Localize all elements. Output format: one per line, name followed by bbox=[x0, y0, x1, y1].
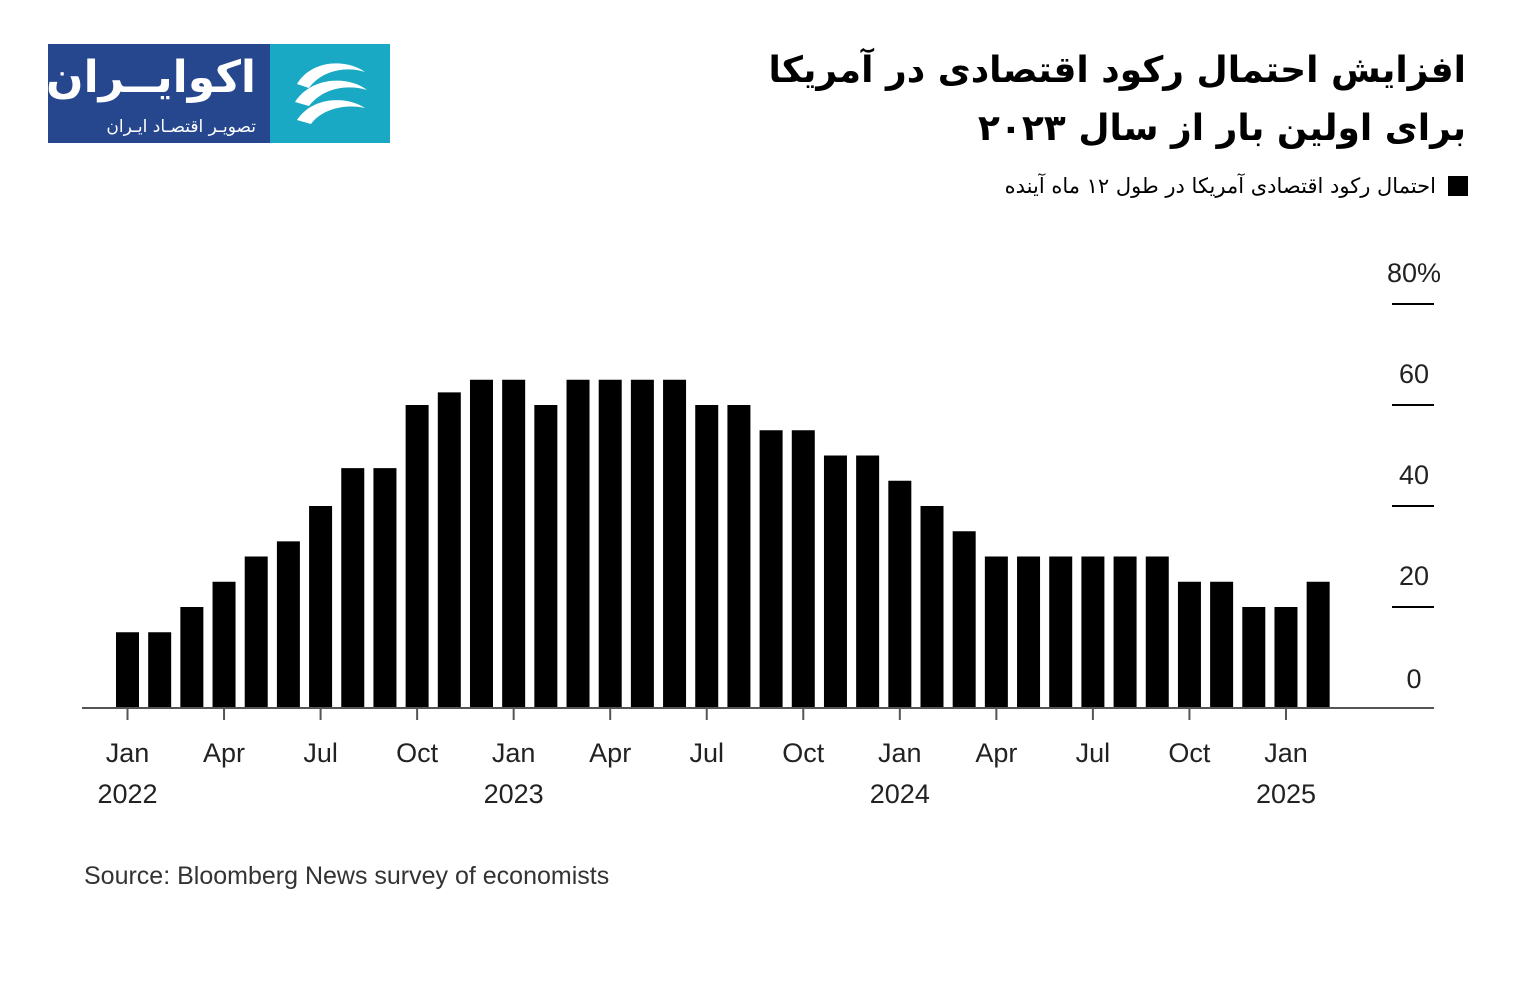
y-tick-label: 20 bbox=[1399, 561, 1429, 591]
bar bbox=[276, 541, 300, 708]
x-tick-label: Jan bbox=[492, 738, 536, 768]
bar bbox=[244, 556, 268, 708]
bar bbox=[1242, 607, 1266, 708]
bar bbox=[373, 468, 397, 708]
x-tick-label: Jul bbox=[689, 738, 724, 768]
x-tick-labels: Jan 2022 Apr Jul Oct Jan 2023 Apr Jul Oct Jan 2024 A… bbox=[97, 738, 1316, 809]
swirl-icon bbox=[295, 62, 367, 124]
bar bbox=[1081, 556, 1105, 708]
bar bbox=[663, 379, 687, 708]
bar bbox=[566, 379, 590, 708]
x-year-label: 2024 bbox=[870, 779, 930, 809]
y-tick-label: 80% bbox=[1387, 258, 1441, 288]
bar bbox=[984, 556, 1008, 708]
bar bbox=[1177, 581, 1201, 708]
x-tick-label: Apr bbox=[589, 738, 631, 768]
y-gridlines bbox=[1392, 303, 1434, 608]
bar bbox=[1145, 556, 1169, 708]
bar bbox=[1113, 556, 1137, 708]
x-tick-label: Apr bbox=[975, 738, 1017, 768]
bar bbox=[180, 607, 204, 708]
bar bbox=[759, 430, 783, 708]
bar bbox=[1210, 581, 1234, 708]
x-year-label: 2023 bbox=[484, 779, 544, 809]
y-tick-labels: 80% 60 40 20 0 bbox=[1387, 258, 1441, 694]
bar bbox=[1274, 607, 1298, 708]
bar bbox=[630, 379, 654, 708]
bar bbox=[341, 468, 365, 708]
legend-label: احتمال رکود اقتصادی آمریکا در طول ۱۲ ماه… bbox=[1004, 174, 1436, 198]
x-tick-label: Jan bbox=[1264, 738, 1308, 768]
bars bbox=[116, 379, 1330, 708]
bar bbox=[791, 430, 815, 708]
y-tick-label: 60 bbox=[1399, 359, 1429, 389]
brand-emblem-icon bbox=[270, 44, 390, 143]
bar bbox=[1306, 581, 1330, 708]
x-tick-label: Jan bbox=[878, 738, 922, 768]
bar bbox=[888, 480, 912, 708]
x-tick-label: Oct bbox=[782, 738, 825, 768]
bar bbox=[116, 632, 139, 708]
x-tick-label: Apr bbox=[203, 738, 245, 768]
x-year-label: 2025 bbox=[1256, 779, 1316, 809]
x-tick-label: Jan bbox=[106, 738, 150, 768]
chart-title: افزایش احتمال رکود اقتصادی در آمریکا برا… bbox=[566, 42, 1466, 158]
bar bbox=[437, 392, 461, 708]
bar bbox=[1049, 556, 1073, 708]
bar bbox=[405, 405, 429, 708]
bar bbox=[502, 379, 526, 708]
bar bbox=[823, 455, 847, 708]
x-year-label: 2022 bbox=[97, 779, 157, 809]
chart-title-line1: افزایش احتمال رکود اقتصادی در آمریکا bbox=[768, 50, 1466, 91]
bar bbox=[920, 506, 944, 708]
x-tick-label: Jul bbox=[1076, 738, 1111, 768]
brand-logo: اکوایــران تصویـر اقتصـاد ایـران bbox=[46, 44, 390, 143]
chart-legend: احتمال رکود اقتصادی آمریکا در طول ۱۲ ماه… bbox=[1005, 174, 1468, 198]
x-tick-label: Oct bbox=[396, 738, 439, 768]
x-ticks bbox=[126, 708, 1287, 720]
chart-title-line2: برای اولین بار از سال ۲۰۲۳ bbox=[977, 108, 1466, 149]
bar bbox=[598, 379, 622, 708]
bar bbox=[727, 405, 751, 708]
source-note: Source: Bloomberg News survey of economi… bbox=[84, 862, 610, 890]
brand-name: اکوایــران bbox=[46, 52, 256, 103]
bar bbox=[1017, 556, 1041, 708]
x-tick-label: Jul bbox=[303, 738, 338, 768]
bar bbox=[534, 405, 558, 708]
brand-tagline: تصویـر اقتصـاد ایـران bbox=[106, 117, 256, 137]
bar bbox=[212, 581, 236, 708]
y-tick-label: 0 bbox=[1406, 664, 1421, 694]
brand-wordmark: اکوایــران تصویـر اقتصـاد ایـران bbox=[46, 44, 270, 143]
bar bbox=[856, 455, 880, 708]
y-tick-label: 40 bbox=[1399, 460, 1429, 490]
bar bbox=[695, 405, 719, 708]
bar bbox=[469, 379, 493, 708]
x-tick-label: Oct bbox=[1168, 738, 1211, 768]
bar bbox=[148, 632, 172, 708]
legend-swatch bbox=[1448, 176, 1468, 196]
bar bbox=[309, 506, 333, 708]
bar bbox=[952, 531, 976, 708]
